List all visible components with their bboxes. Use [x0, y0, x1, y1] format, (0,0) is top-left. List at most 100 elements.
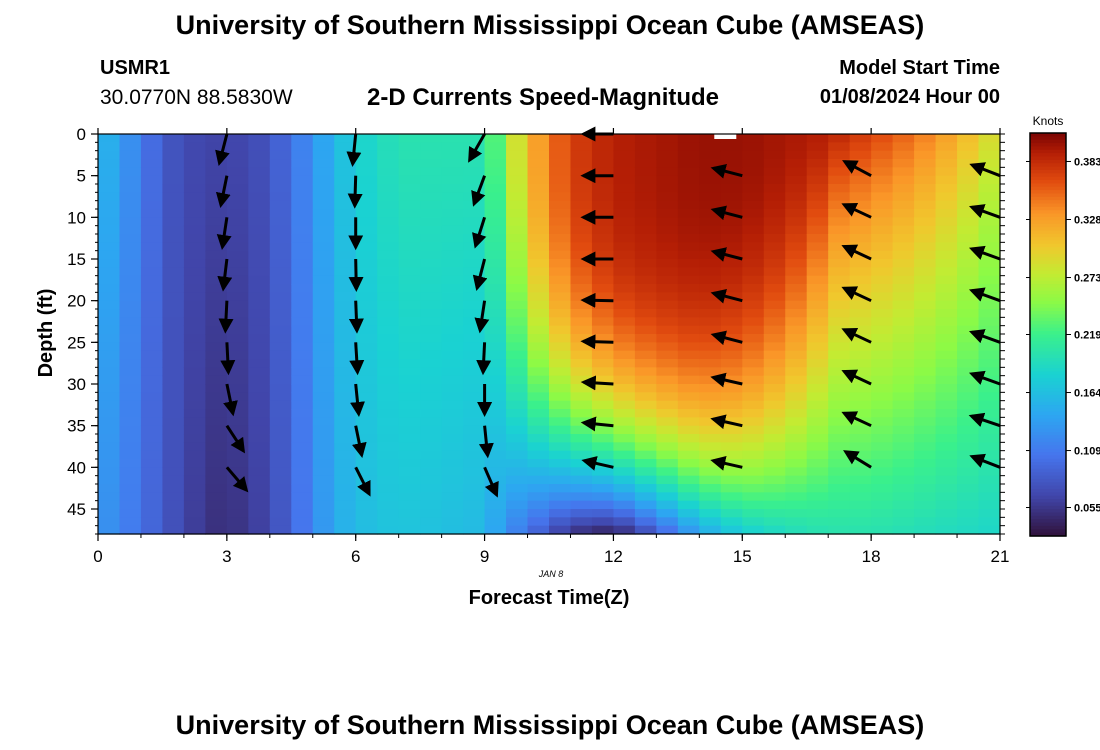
heatmap-cell	[634, 325, 657, 335]
heatmap-cell	[377, 200, 400, 210]
heatmap-cell	[634, 509, 657, 518]
heatmap-cell	[527, 275, 550, 285]
heatmap-cell	[549, 142, 572, 152]
heatmap-cell	[441, 259, 464, 268]
heatmap-cell	[978, 267, 1001, 277]
heatmap-cell	[806, 517, 829, 527]
heatmap-cell	[549, 417, 572, 427]
heatmap-cell	[312, 267, 335, 277]
heatmap-cell	[506, 275, 529, 285]
heatmap-cell	[634, 417, 657, 427]
colorbar-step	[1030, 532, 1066, 537]
heatmap-cell	[892, 192, 915, 202]
heatmap-cell	[720, 392, 743, 402]
colorbar-step	[1030, 183, 1066, 188]
heatmap-cell	[634, 475, 657, 485]
heatmap-cell	[699, 467, 722, 477]
heatmap-cell	[269, 434, 292, 443]
heatmap-cell	[334, 267, 357, 277]
heatmap-cell	[484, 284, 507, 293]
heatmap-cell	[377, 450, 400, 460]
heatmap-cell	[871, 242, 894, 252]
colorbar-tick-label: 0.383	[1074, 156, 1100, 168]
heatmap-cell	[334, 192, 357, 202]
heatmap-cell	[398, 425, 421, 435]
heatmap-cell	[978, 300, 1001, 310]
heatmap-cell	[441, 159, 464, 168]
heatmap-cell	[828, 159, 851, 168]
heatmap-cell	[699, 409, 722, 418]
heatmap-cell	[398, 184, 421, 193]
heatmap-cell	[484, 175, 507, 185]
heatmap-cell	[591, 317, 615, 327]
heatmap-cell	[613, 217, 636, 227]
heatmap-cell	[677, 350, 700, 360]
heatmap-cell	[828, 450, 851, 460]
heatmap-cell	[269, 525, 292, 535]
heatmap-cell	[140, 134, 164, 143]
heatmap-cell	[720, 234, 743, 243]
heatmap-cell	[398, 275, 421, 285]
heatmap-cell	[226, 142, 249, 152]
heatmap-cell	[119, 450, 142, 460]
heatmap-cell	[763, 259, 786, 268]
colorbar-step	[1030, 193, 1066, 198]
heatmap-cell	[613, 159, 636, 168]
heatmap-cell	[527, 134, 550, 143]
heatmap-cell	[871, 459, 894, 468]
colorbar-step	[1030, 203, 1066, 208]
heatmap-cell	[935, 450, 958, 460]
heatmap-cell	[119, 500, 142, 510]
heatmap-cell	[162, 225, 185, 235]
heatmap-cell	[98, 475, 121, 485]
heatmap-cell	[420, 517, 443, 527]
heatmap-cell	[183, 525, 206, 535]
heatmap-cell	[699, 184, 722, 193]
heatmap-cell	[183, 217, 206, 227]
heatmap-cell	[312, 500, 335, 510]
heatmap-cell	[742, 459, 765, 468]
heatmap-cell	[355, 409, 378, 418]
heatmap-cell	[269, 159, 292, 168]
heatmap-cell	[248, 525, 271, 535]
heatmap-cell	[742, 525, 765, 535]
colorbar-step	[1030, 485, 1066, 490]
heatmap-cell	[677, 375, 700, 385]
heatmap-cell	[785, 484, 808, 493]
heatmap-cell	[312, 159, 335, 168]
heatmap-cell	[398, 500, 421, 510]
heatmap-cell	[742, 467, 765, 477]
heatmap-cell	[828, 234, 851, 243]
heatmap-cell	[463, 525, 486, 535]
heatmap-cell	[226, 217, 249, 227]
heatmap-cell	[978, 509, 1001, 518]
heatmap-cell	[892, 517, 915, 527]
heatmap-cell	[806, 217, 829, 227]
heatmap-cell	[677, 209, 700, 218]
colorbar-step	[1030, 445, 1066, 450]
heatmap-cell	[634, 450, 657, 460]
heatmap-cell	[935, 459, 958, 468]
heatmap-cell	[98, 242, 121, 252]
heatmap-cell	[119, 475, 142, 485]
colorbar-step	[1030, 163, 1066, 168]
heatmap-cell	[871, 184, 894, 193]
heatmap-cell	[269, 492, 292, 502]
heatmap-cell	[613, 309, 636, 318]
heatmap-cell	[291, 367, 314, 377]
heatmap-cell	[420, 425, 443, 435]
heatmap-cell	[269, 300, 292, 310]
heatmap-cell	[398, 217, 421, 227]
heatmap-cell	[591, 450, 615, 460]
heatmap-cell	[248, 175, 271, 185]
heatmap-cell	[549, 259, 572, 268]
heatmap-cell	[98, 150, 121, 160]
heatmap-cell	[871, 267, 894, 277]
heatmap-cell	[935, 334, 958, 343]
heatmap-cell	[806, 317, 829, 327]
heatmap-cell	[613, 200, 636, 210]
heatmap-cell	[162, 384, 185, 393]
heatmap-cell	[871, 384, 894, 393]
colorbar-step	[1030, 156, 1066, 161]
colorbar-step	[1030, 435, 1066, 440]
